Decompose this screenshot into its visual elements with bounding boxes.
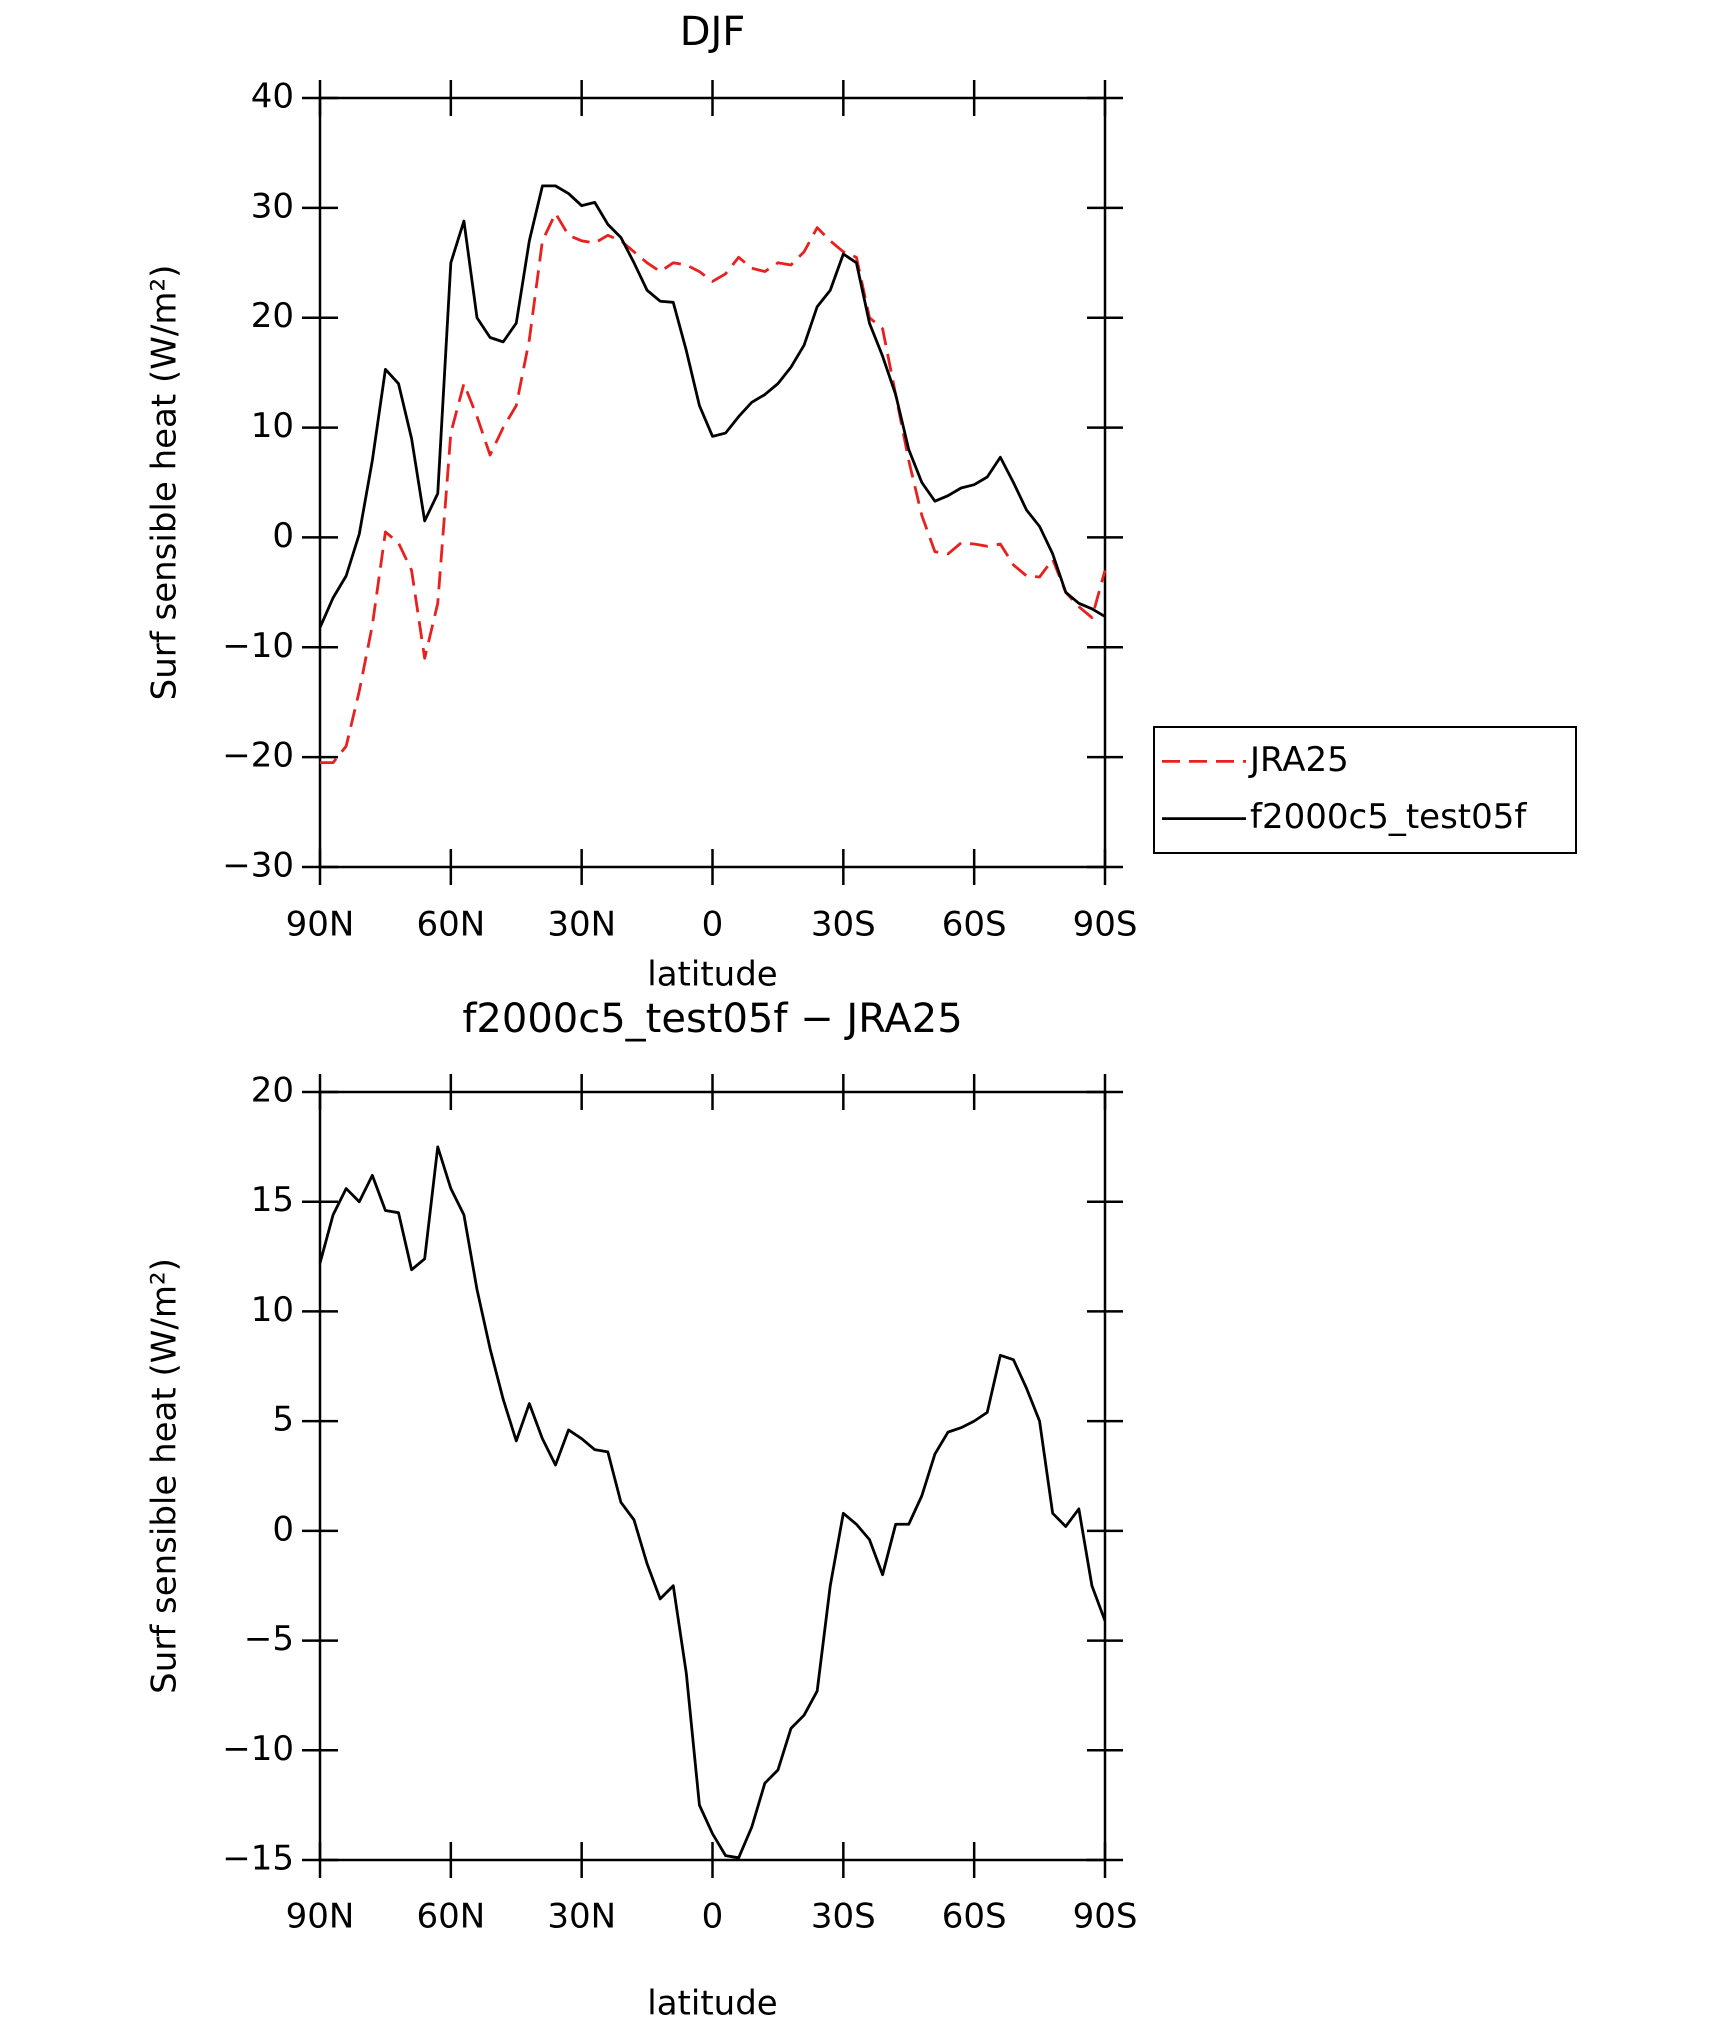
x-tick-label: 0: [702, 905, 724, 945]
x-axis-label: latitude: [647, 1984, 777, 2021]
x-tick-label: 90S: [1073, 1897, 1138, 1937]
x-tick-label: 90N: [286, 905, 355, 945]
y-tick-label: 20: [251, 296, 294, 336]
x-tick-label: 60N: [416, 1897, 485, 1937]
y-axis-label: Surf sensible heat (W/m²): [145, 265, 185, 701]
y-tick-label: −20: [222, 736, 294, 776]
x-tick-label: 30N: [547, 905, 616, 945]
plot-frame: [318, 1090, 1107, 1862]
y-tick-label: 5: [272, 1400, 294, 1440]
x-tick-label: 30S: [811, 905, 876, 945]
y-tick-label: 0: [272, 516, 294, 556]
x-tick-label: 90N: [286, 1897, 355, 1937]
x-tick-label: 30S: [811, 1897, 876, 1937]
y-tick-label: 10: [251, 1290, 294, 1330]
x-axis-label: latitude: [647, 955, 777, 995]
data-line: [318, 1145, 1107, 1860]
x-tick-label: 60S: [942, 1897, 1007, 1937]
y-tick-label: 40: [251, 77, 294, 117]
legend-label: f2000c5_test05f: [1250, 797, 1527, 837]
y-tick-label: −10: [222, 1729, 294, 1769]
chart-title: f2000c5_test05f − JRA25: [462, 996, 962, 1042]
chart-title: DJF: [680, 9, 746, 55]
y-tick-label: 15: [251, 1180, 294, 1220]
legend-box: [1153, 726, 1577, 854]
legend-label: JRA25: [1248, 740, 1349, 780]
data-line: [318, 184, 1106, 629]
x-tick-label: 60N: [416, 905, 485, 945]
x-tick-label: 90S: [1073, 905, 1138, 945]
y-tick-label: 10: [251, 406, 294, 446]
y-tick-label: 20: [251, 1071, 294, 1111]
data-line: [320, 211, 1107, 765]
y-tick-label: 30: [251, 186, 294, 226]
x-tick-label: 30N: [547, 1897, 616, 1937]
y-axis-label: Surf sensible heat (W/m²): [145, 1258, 185, 1694]
y-tick-label: −15: [222, 1839, 294, 1879]
y-tick-label: −5: [244, 1619, 294, 1659]
x-tick-label: 60S: [942, 905, 1007, 945]
y-tick-label: 0: [272, 1509, 294, 1549]
y-tick-label: −10: [222, 626, 294, 666]
y-tick-label: −30: [222, 846, 294, 886]
x-tick-label: 0: [702, 1897, 724, 1937]
